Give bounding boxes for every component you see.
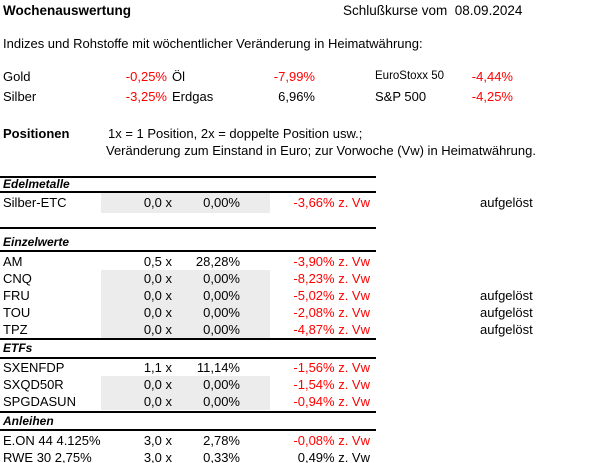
index-label: Silber [3, 89, 37, 104]
position-change-week: -0,94% z. Vw [293, 394, 370, 409]
position-change-week: -1,56% z. Vw [293, 360, 370, 375]
closing-date-label: Schlußkurse vom 08.09.2024 [343, 3, 523, 18]
positions-legend-line2: Veränderung zum Einstand in Euro; zur Vo… [106, 143, 536, 158]
section-divider [0, 191, 376, 193]
closed-position-highlight [101, 376, 270, 393]
position-multiplier: 0,0 x [143, 271, 172, 286]
intro-text: Indizes und Rohstoffe mit wöchentlicher … [3, 36, 423, 51]
position-name: SXENFDP [3, 360, 65, 375]
position-name: CNQ [3, 271, 32, 286]
position-change-week: -3,90% z. Vw [293, 254, 370, 269]
position-note: aufgelöst [480, 322, 533, 337]
market-overview-row: Gold -0,25% Öl -7,99% EuroStoxx 50 -4,44… [0, 68, 606, 85]
index-value: -4,44% [471, 69, 513, 84]
position-row: RWE 30 2,75% 3,0 x 0,33% 0,49% z. Vw [0, 449, 606, 463]
positions-heading: Positionen [3, 126, 70, 141]
section-title-anleihen: Anleihen [3, 414, 54, 428]
closed-position-highlight [101, 321, 270, 338]
position-multiplier: 1,1 x [143, 360, 172, 375]
position-change-entry: 0,00% [203, 322, 240, 337]
section-divider [0, 250, 376, 252]
position-change-week: -2,08% z. Vw [293, 305, 370, 320]
position-change-entry: 0,33% [203, 450, 240, 463]
position-row: TPZ 0,0 x 0,00% -4,87% z. Vw aufgelöst [0, 321, 606, 338]
position-change-week: -4,87% z. Vw [293, 322, 370, 337]
position-multiplier: 0,0 x [143, 195, 172, 210]
position-change-entry: 0,00% [203, 271, 240, 286]
index-label: Öl [172, 69, 185, 84]
position-change-week: -8,23% z. Vw [293, 271, 370, 286]
position-name: TPZ [3, 322, 28, 337]
section-title-einzelwerte: Einzelwerte [3, 235, 70, 249]
position-row: CNQ 0,0 x 0,00% -8,23% z. Vw [0, 270, 606, 287]
index-label: S&P 500 [375, 89, 427, 104]
position-name: SXQD50R [3, 377, 64, 392]
position-name: SPGDASUN [3, 394, 76, 409]
position-multiplier: 3,0 x [143, 433, 172, 448]
position-change-entry: 11,14% [196, 360, 240, 375]
index-label: EuroStoxx 50 [375, 70, 445, 82]
index-label: Erdgas [172, 89, 214, 104]
position-row: TOU 0,0 x 0,00% -2,08% z. Vw aufgelöst [0, 304, 606, 321]
index-label: Gold [3, 69, 31, 84]
page-title: Wochenauswertung [3, 3, 132, 18]
position-row: FRU 0,0 x 0,00% -5,02% z. Vw aufgelöst [0, 287, 606, 304]
position-row: Silber-ETC 0,0 x 0,00% -3,66% z. Vw aufg… [0, 193, 606, 213]
position-row: SPGDASUN 0,0 x 0,00% -0,94% z. Vw [0, 393, 606, 410]
position-row: SXQD50R 0,0 x 0,00% -1,54% z. Vw [0, 376, 606, 393]
position-multiplier: 3,0 x [143, 450, 172, 463]
section-title-etfs: ETFs [3, 341, 33, 355]
index-value: -4,25% [471, 89, 513, 104]
positions-legend-line1: 1x = 1 Position, 2x = doppelte Position … [108, 126, 363, 141]
section-title-edelmetalle: Edelmetalle [3, 177, 70, 191]
index-value: -3,25% [125, 89, 167, 104]
position-multiplier: 0,5 x [143, 254, 172, 269]
index-value: 6,96% [278, 89, 315, 104]
position-row: AM 0,5 x 28,28% -3,90% z. Vw [0, 253, 606, 270]
closed-position-highlight [101, 193, 270, 213]
position-multiplier: 0,0 x [143, 394, 172, 409]
section-divider [0, 338, 376, 340]
position-multiplier: 0,0 x [143, 322, 172, 337]
position-change-entry: 0,00% [203, 195, 240, 210]
position-note: aufgelöst [480, 195, 533, 210]
index-value: -0,25% [125, 69, 167, 84]
section-divider [0, 357, 376, 359]
position-note: aufgelöst [480, 288, 533, 303]
position-change-entry: 0,00% [203, 394, 240, 409]
section-divider [0, 176, 376, 178]
market-overview-row: Silber -3,25% Erdgas 6,96% S&P 500 -4,25… [0, 88, 606, 105]
position-change-entry: 0,00% [203, 288, 240, 303]
closed-position-highlight [101, 304, 270, 321]
position-change-week: -0,08% z. Vw [293, 433, 370, 448]
index-value: -7,99% [273, 69, 315, 84]
position-name: RWE 30 2,75% [3, 450, 92, 463]
position-name: Silber-ETC [3, 195, 67, 210]
position-multiplier: 0,0 x [143, 305, 172, 320]
position-name: FRU [3, 288, 30, 303]
position-row: SXENFDP 1,1 x 11,14% -1,56% z. Vw [0, 359, 606, 376]
position-change-entry: 0,00% [203, 305, 240, 320]
position-change-entry: 28,28% [195, 254, 240, 269]
section-divider [0, 227, 376, 229]
section-divider [0, 429, 376, 431]
position-change-week: 0,49% z. Vw [297, 450, 370, 463]
position-change-week: -3,66% z. Vw [293, 195, 370, 210]
position-multiplier: 0,0 x [143, 288, 172, 303]
closed-position-highlight [101, 287, 270, 304]
section-divider [0, 411, 376, 413]
position-change-week: -1,54% z. Vw [293, 377, 370, 392]
position-change-week: -5,02% z. Vw [293, 288, 370, 303]
position-row: E.ON 44 4.125% 3,0 x 2,78% -0,08% z. Vw [0, 432, 606, 449]
closed-position-highlight [101, 270, 270, 287]
position-change-entry: 2,78% [203, 433, 240, 448]
position-note: aufgelöst [480, 305, 533, 320]
position-name: E.ON 44 4.125% [3, 433, 101, 448]
position-change-entry: 0,00% [203, 377, 240, 392]
closed-position-highlight [101, 393, 270, 410]
position-multiplier: 0,0 x [143, 377, 172, 392]
position-name: TOU [3, 305, 31, 320]
position-name: AM [3, 254, 23, 269]
